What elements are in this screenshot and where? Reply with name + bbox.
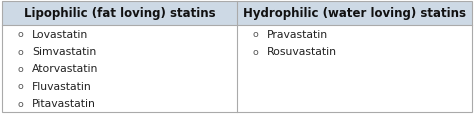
- Text: Lipophilic (fat loving) statins: Lipophilic (fat loving) statins: [24, 7, 215, 20]
- Bar: [2, 26, 472, 112]
- Text: o: o: [17, 82, 23, 91]
- Bar: [237, 2, 472, 26]
- Text: o: o: [252, 47, 258, 56]
- Text: o: o: [17, 64, 23, 73]
- Text: Lovastatin: Lovastatin: [32, 29, 88, 39]
- Text: Pitavastatin: Pitavastatin: [32, 98, 96, 108]
- Text: o: o: [252, 30, 258, 39]
- Text: Atorvastatin: Atorvastatin: [32, 64, 99, 74]
- Text: Rosuvastatin: Rosuvastatin: [267, 47, 337, 57]
- Text: Fluvastatin: Fluvastatin: [32, 81, 92, 91]
- Text: o: o: [17, 30, 23, 39]
- Bar: [2, 2, 237, 26]
- Text: Hydrophilic (water loving) statins: Hydrophilic (water loving) statins: [243, 7, 466, 20]
- Text: Simvastatin: Simvastatin: [32, 47, 96, 57]
- Text: o: o: [17, 47, 23, 56]
- Text: o: o: [17, 99, 23, 108]
- Text: Pravastatin: Pravastatin: [267, 29, 328, 39]
